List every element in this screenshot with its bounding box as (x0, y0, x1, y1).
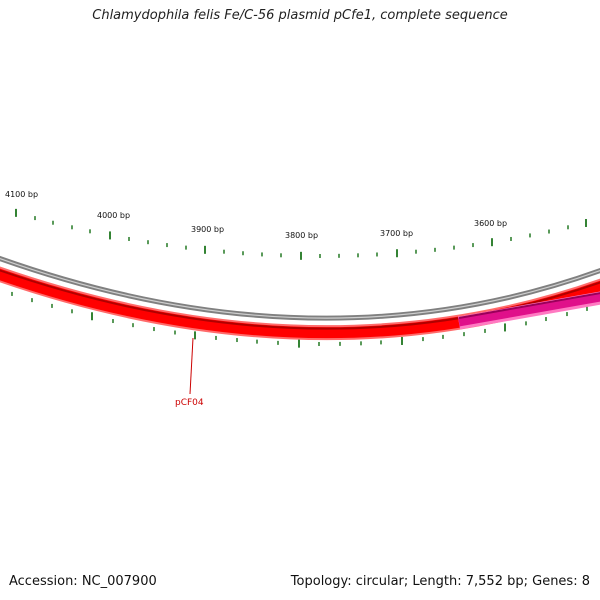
scale-label-4100: 4100 bp (5, 190, 38, 199)
topology-summary: Topology: circular; Length: 7,552 bp; Ge… (290, 574, 590, 589)
gene-pcf04-edge (0, 269, 600, 330)
scale-label-3600: 3600 bp (474, 219, 507, 228)
gene-label-pcf04: pCF04 (175, 398, 204, 408)
inner-scale-ticks (11, 291, 588, 348)
accession-text: Accession: NC_007900 (9, 574, 157, 589)
gene-pcf04[interactable] (0, 268, 600, 339)
map-title: Chlamydophila felis Fe/C-56 plasmid pCfe… (92, 8, 508, 23)
scale-label-3700: 3700 bp (380, 229, 413, 238)
scale-label-4000: 4000 bp (97, 211, 130, 220)
scale-label-3800: 3800 bp (285, 231, 318, 240)
gene-pink-edge (458, 292, 600, 319)
backbone-ring-highlight (0, 257, 600, 319)
gene-pink[interactable] (458, 292, 600, 327)
scale-labels: 4100 bp 4000 bp 3900 bp 3800 bp 3700 bp … (5, 190, 507, 240)
outer-scale-ticks (15, 208, 587, 260)
scale-label-3900: 3900 bp (191, 225, 224, 234)
gene-label-pointer (189, 337, 194, 395)
